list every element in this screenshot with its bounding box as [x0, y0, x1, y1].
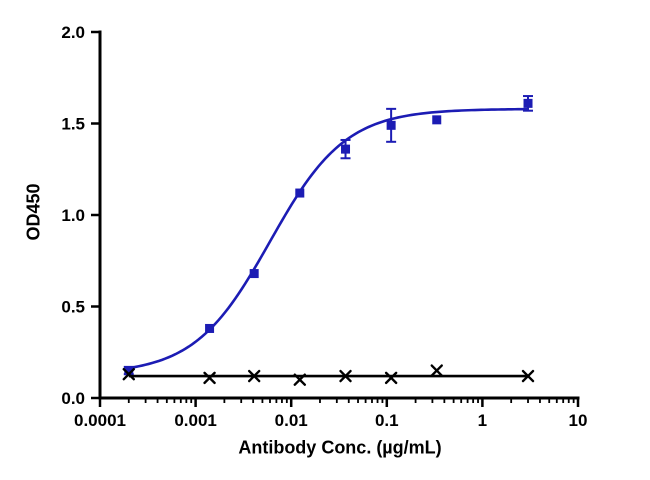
square-marker	[523, 98, 533, 108]
x-tick-label: 10	[569, 411, 588, 430]
x-marker	[430, 364, 443, 377]
square-marker	[341, 144, 351, 154]
x-marker	[122, 368, 135, 381]
y-axis-label: OD450	[23, 183, 44, 241]
square-marker	[249, 269, 259, 279]
square-marker	[205, 323, 215, 333]
x-major-ticks: 0.0001 0.001 0.01 0.1 1 10	[74, 398, 587, 430]
x-tick-label: 0.001	[174, 411, 217, 430]
blue-squares-series	[123, 95, 534, 376]
square-marker	[432, 115, 442, 125]
y-tick-label: 1.0	[61, 206, 85, 225]
x-tick-label: 1	[478, 411, 487, 430]
x-axis-label: Antibody Conc. (µg/mL)	[238, 437, 442, 458]
x-marker	[203, 371, 216, 385]
x-marker	[384, 371, 398, 385]
y-tick-label: 0.5	[61, 298, 85, 317]
y-tick-label: 2.0	[61, 23, 85, 42]
fit-curve	[128, 107, 529, 370]
x-marker	[247, 369, 261, 383]
x-marker	[293, 373, 306, 386]
square-marker	[295, 188, 305, 198]
y-tick-label: 0.0	[61, 389, 85, 408]
x-tick-label: 0.0001	[74, 411, 126, 430]
square-marker	[386, 120, 396, 130]
x-marker	[339, 369, 352, 383]
black-x-series	[122, 364, 535, 386]
x-tick-label: 0.1	[375, 411, 399, 430]
x-tick-label: 0.01	[275, 411, 308, 430]
axes	[98, 30, 580, 400]
x-minor-ticks	[127, 398, 575, 403]
y-tick-label: 1.5	[61, 115, 85, 134]
y-major-ticks: 0.0 0.5 1.0 1.5 2.0	[61, 23, 100, 408]
square-marker	[124, 366, 134, 376]
x-marker	[521, 369, 535, 383]
